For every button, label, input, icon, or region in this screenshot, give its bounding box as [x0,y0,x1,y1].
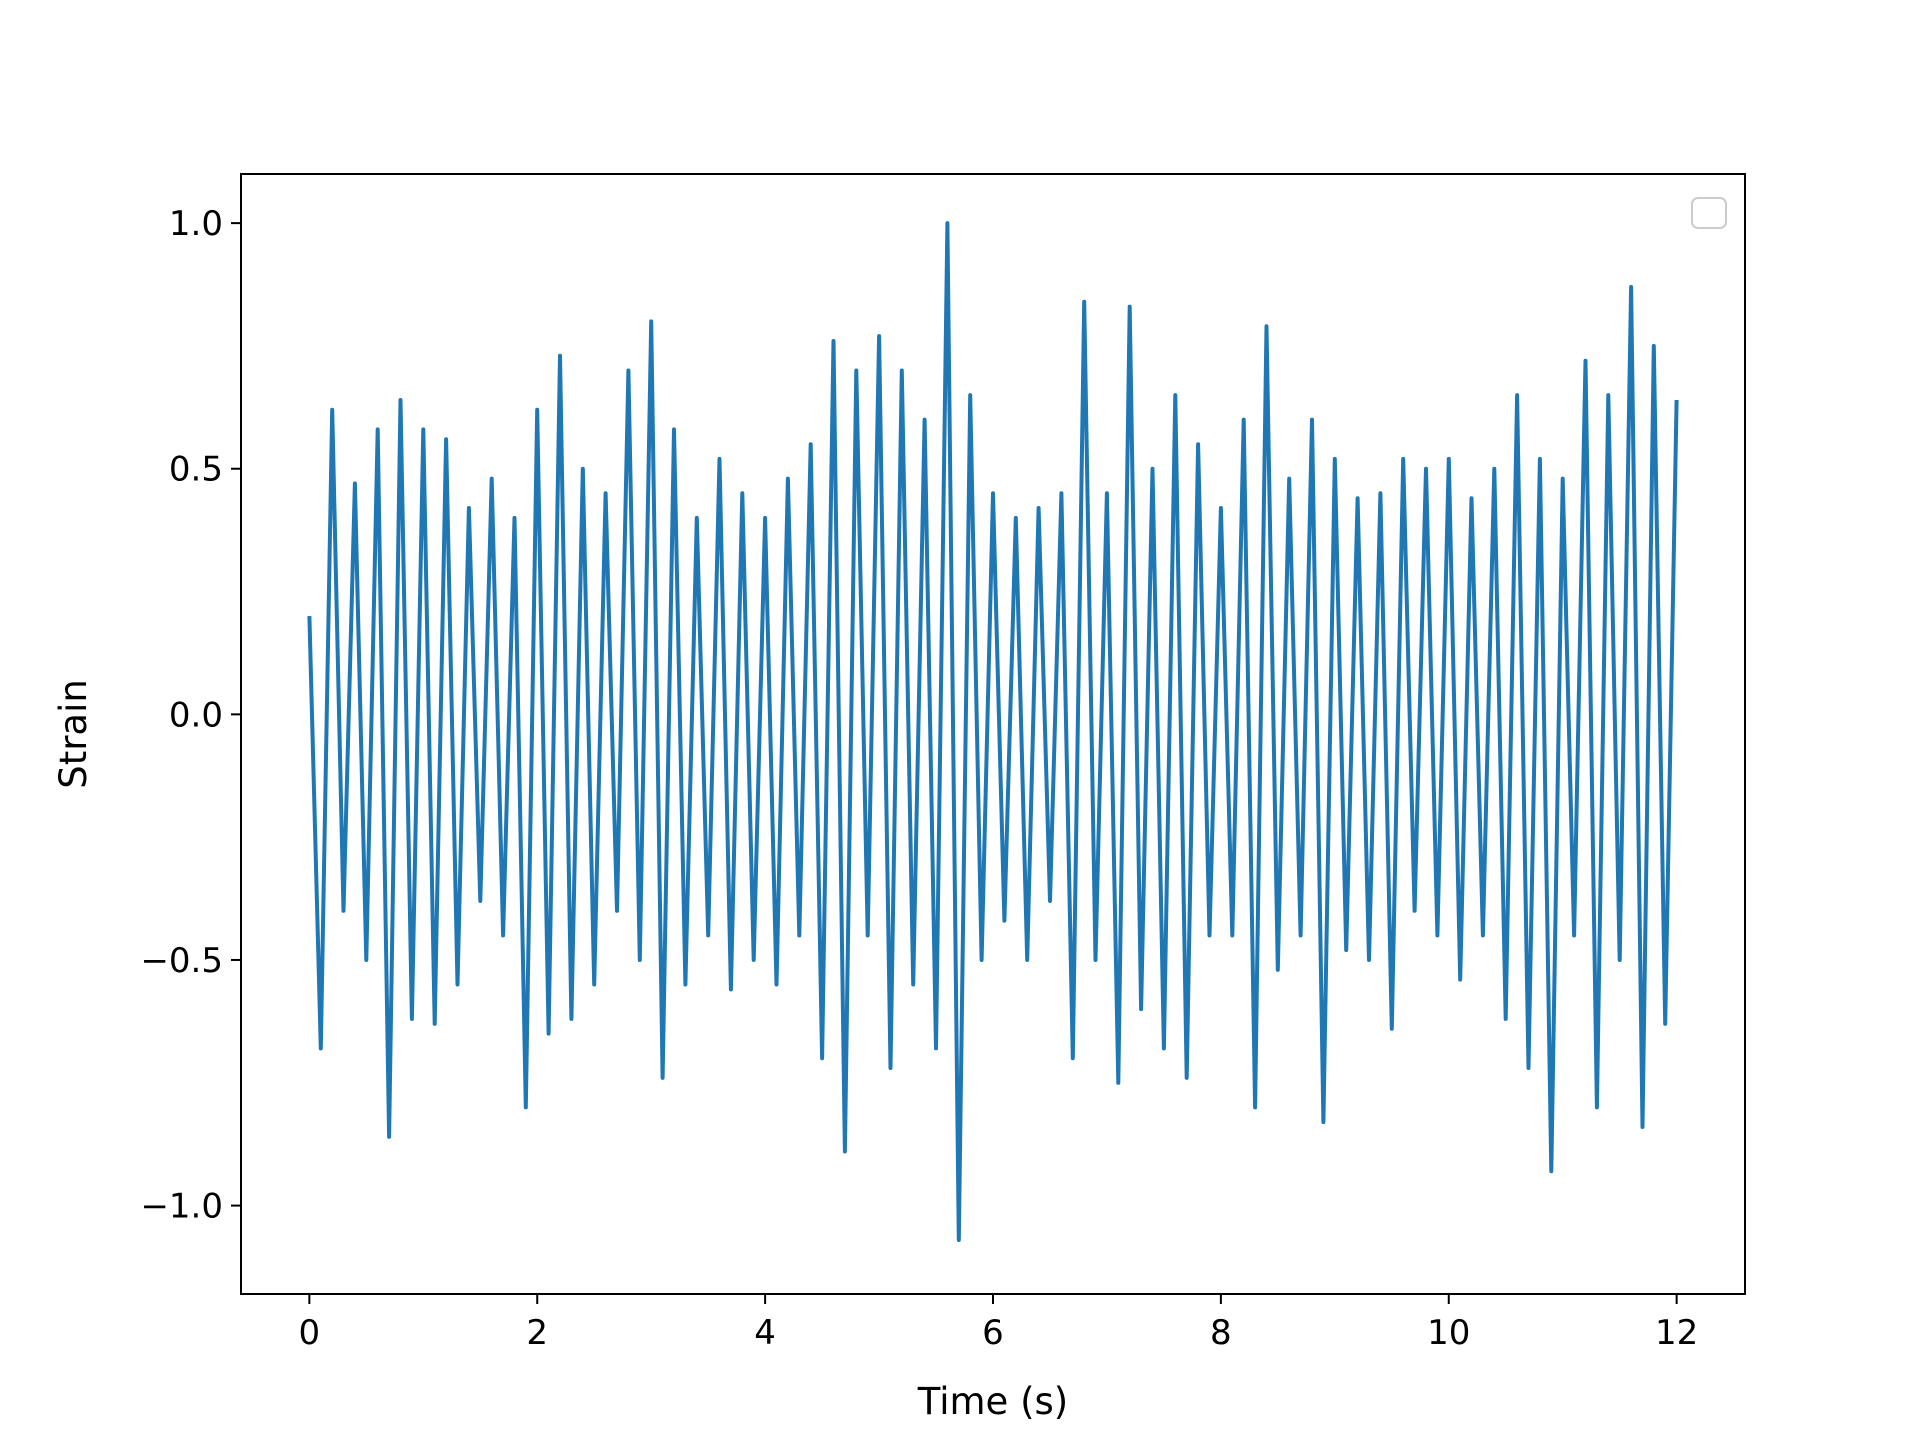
x-axis-label: Time (s) [917,1380,1068,1423]
y-axis-label: Strain [52,679,95,789]
y-tick-label: 0.0 [169,695,223,735]
y-tick-label: −1.0 [140,1187,223,1227]
y-tick-label: 0.5 [169,450,223,490]
x-tick-label: 2 [526,1313,548,1353]
x-tick-label: 6 [982,1313,1004,1353]
x-tick-label: 0 [299,1313,321,1353]
legend-box [1691,197,1727,229]
strain-series-line [307,221,1679,1242]
y-tick-label: 1.0 [169,204,223,244]
plot-area [307,221,1679,1242]
x-axis: 0 2 4 6 8 10 12 [299,1294,1698,1353]
y-tick-label: −0.5 [140,941,223,981]
x-tick-label: 12 [1655,1313,1698,1353]
x-tick-label: 8 [1210,1313,1232,1353]
x-tick-label: 4 [754,1313,776,1353]
y-axis: 1.0 0.5 0.0 −0.5 −1.0 [140,204,241,1227]
x-tick-label: 10 [1427,1313,1470,1353]
